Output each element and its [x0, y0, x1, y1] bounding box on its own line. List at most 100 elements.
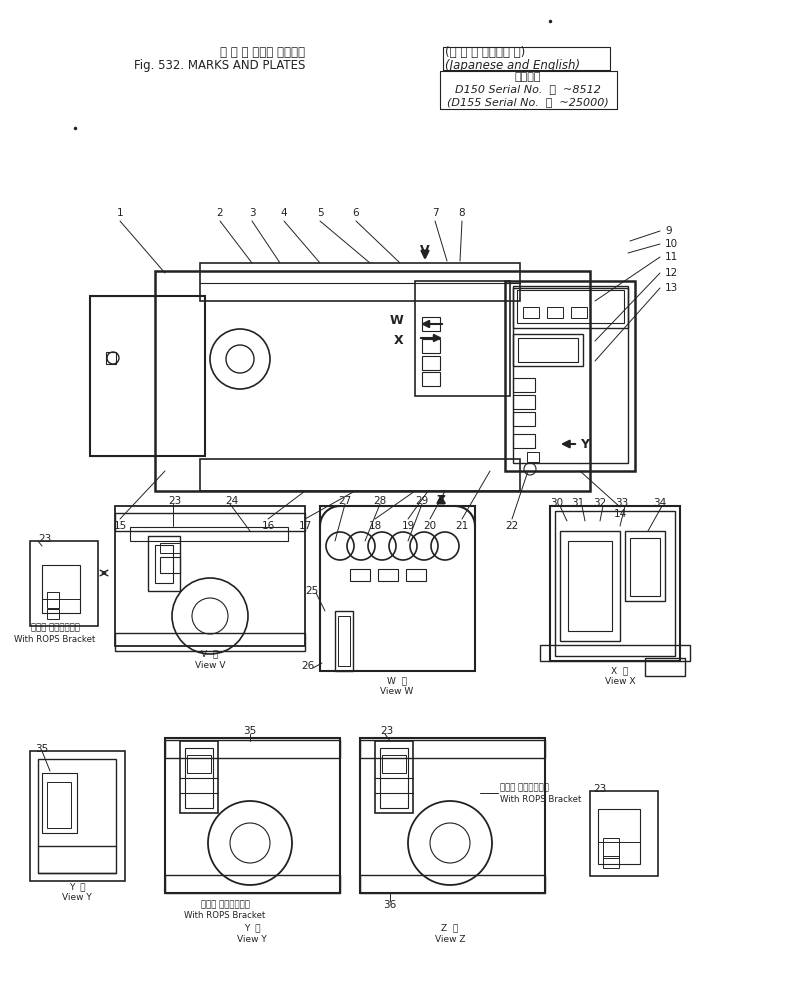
Bar	[185, 748, 213, 808]
Bar	[30, 541, 98, 626]
Text: 25: 25	[305, 586, 318, 596]
Bar	[523, 307, 539, 318]
Bar	[645, 658, 685, 676]
Text: W: W	[389, 315, 403, 328]
Text: ロプス ブラケット付: ロプス ブラケット付	[201, 901, 249, 909]
Text: 8: 8	[459, 208, 465, 218]
Bar	[513, 412, 535, 426]
Text: 23: 23	[168, 496, 181, 506]
Text: Z  視: Z 視	[441, 923, 459, 933]
Text: 35: 35	[244, 726, 256, 736]
Bar	[360, 740, 545, 758]
Bar	[155, 271, 590, 491]
Text: 3: 3	[249, 208, 256, 218]
Bar	[555, 511, 675, 656]
Bar	[422, 372, 440, 386]
Text: (D155 Serial No.  ・  ~25000): (D155 Serial No. ・ ~25000)	[447, 97, 609, 107]
Text: 36: 36	[384, 900, 397, 910]
Bar	[148, 536, 180, 591]
Text: 22: 22	[505, 521, 518, 531]
Text: 20: 20	[423, 521, 437, 531]
Bar	[106, 352, 116, 364]
Text: 26: 26	[302, 661, 315, 671]
Bar	[115, 513, 305, 531]
Bar	[378, 569, 398, 581]
Text: 23: 23	[38, 534, 52, 544]
Text: (日 本 語 および英 語): (日 本 語 および英 語)	[445, 45, 526, 59]
Bar	[360, 738, 545, 893]
Text: View Y: View Y	[62, 894, 92, 903]
Text: X  視: X 視	[611, 666, 629, 676]
Text: 2: 2	[217, 208, 223, 218]
Text: 7: 7	[432, 208, 438, 218]
Text: ロプス ブラケット付: ロプス ブラケット付	[30, 624, 79, 633]
Text: View Z: View Z	[435, 935, 465, 944]
Text: 27: 27	[338, 496, 352, 506]
Bar	[422, 317, 440, 331]
Bar	[380, 748, 408, 808]
Bar	[30, 751, 125, 881]
Bar	[540, 645, 690, 661]
Bar	[598, 809, 640, 864]
Bar	[360, 875, 545, 893]
Text: 14: 14	[614, 509, 626, 519]
Text: 6: 6	[353, 208, 360, 218]
Text: View W: View W	[380, 688, 414, 697]
Bar	[115, 633, 305, 651]
Text: 16: 16	[261, 521, 275, 531]
Text: W  視: W 視	[387, 677, 407, 686]
Bar	[160, 543, 180, 553]
Text: X: X	[393, 335, 403, 347]
Bar	[625, 531, 665, 601]
Bar	[513, 286, 628, 328]
Bar	[165, 740, 340, 758]
Bar	[42, 565, 80, 613]
Bar	[320, 506, 475, 671]
Bar	[47, 609, 59, 619]
Bar	[513, 288, 628, 463]
Text: 35: 35	[35, 744, 48, 754]
Text: 24: 24	[225, 496, 238, 506]
Bar	[518, 338, 578, 362]
Bar	[200, 263, 520, 301]
Bar	[165, 738, 340, 893]
Text: 32: 32	[593, 498, 607, 508]
Text: 28: 28	[373, 496, 387, 506]
Text: Y: Y	[580, 438, 589, 450]
Text: 13: 13	[665, 283, 678, 293]
Text: Y  視: Y 視	[244, 923, 260, 933]
Bar	[422, 339, 440, 353]
Text: 17: 17	[299, 521, 311, 531]
Text: 31: 31	[572, 498, 584, 508]
Text: View Y: View Y	[237, 935, 267, 944]
Bar	[406, 569, 426, 581]
Text: 33: 33	[615, 498, 629, 508]
Bar	[505, 281, 635, 471]
Bar	[527, 452, 539, 462]
Text: (Japanese and English): (Japanese and English)	[445, 59, 580, 72]
Text: 29: 29	[415, 496, 429, 506]
Bar	[590, 791, 658, 876]
Bar	[200, 459, 520, 491]
Bar	[155, 545, 173, 583]
Bar	[560, 531, 620, 641]
Bar	[165, 875, 340, 893]
Text: With ROPS Bracket: With ROPS Bracket	[500, 796, 581, 804]
Bar	[335, 611, 353, 671]
Bar	[513, 378, 535, 392]
Bar	[550, 506, 680, 661]
Bar	[338, 616, 350, 666]
Text: 5: 5	[317, 208, 323, 218]
Bar	[47, 782, 71, 828]
Text: V  視: V 視	[202, 649, 218, 658]
Bar	[603, 838, 619, 858]
Bar	[38, 759, 116, 873]
Bar	[187, 755, 211, 773]
Bar	[160, 557, 180, 573]
Bar	[42, 773, 77, 833]
Bar	[90, 296, 205, 456]
Text: 4: 4	[281, 208, 287, 218]
Text: ロプス ブラケット付: ロプス ブラケット付	[500, 784, 549, 793]
Text: With ROPS Bracket: With ROPS Bracket	[14, 635, 96, 644]
Text: 23: 23	[593, 784, 607, 794]
